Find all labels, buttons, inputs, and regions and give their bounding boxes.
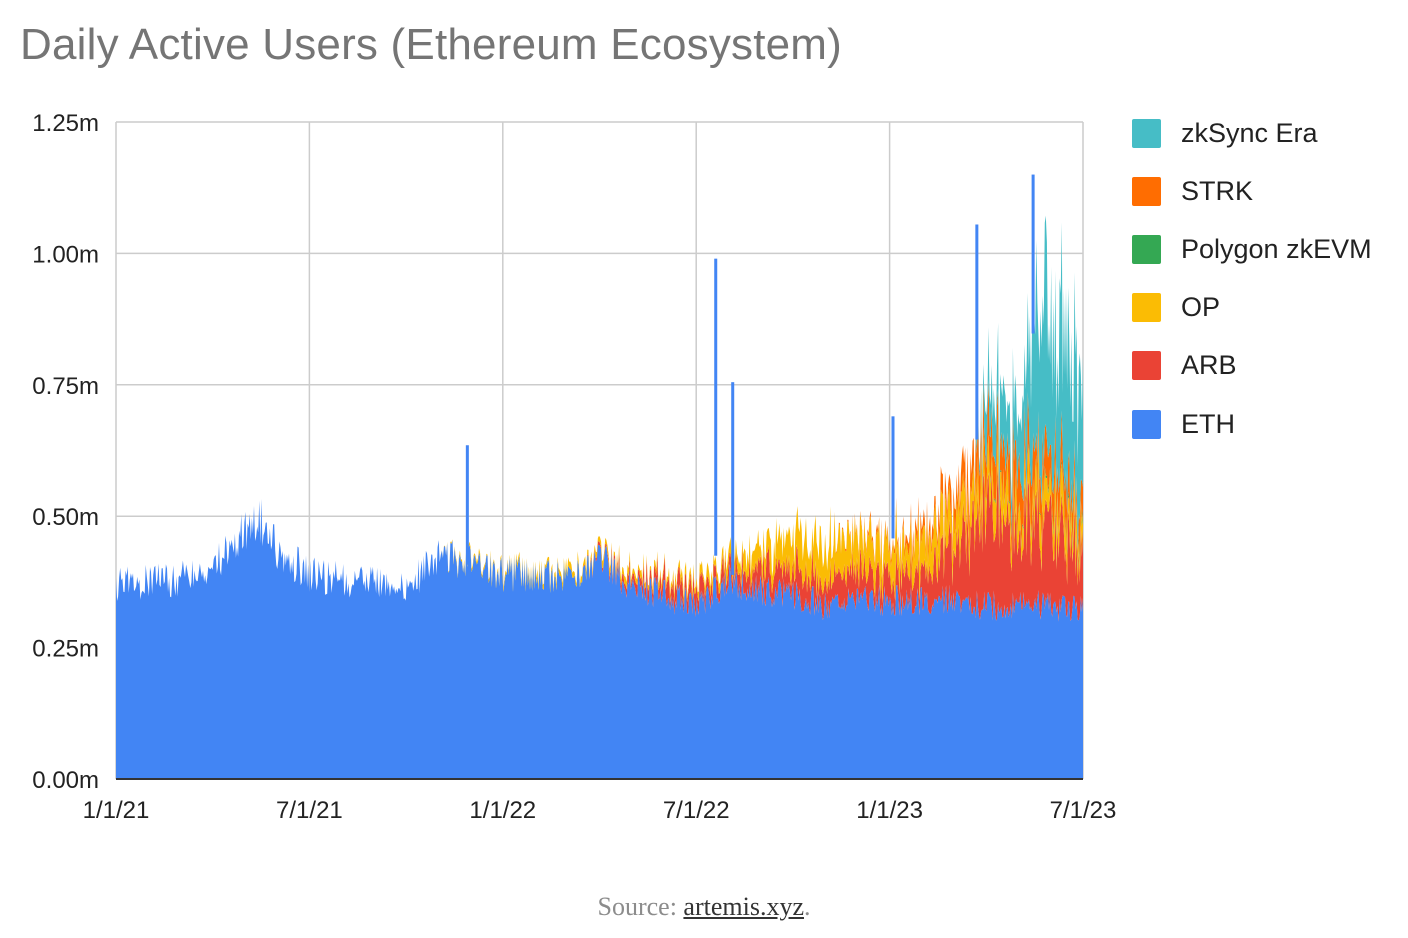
chart-title: Daily Active Users (Ethereum Ecosystem) xyxy=(20,20,843,69)
y-tick-label: 1.25m xyxy=(32,110,99,137)
legend-swatch xyxy=(1132,409,1161,439)
y-tick-label: 0.00m xyxy=(32,767,99,794)
y-tick-label: 0.25m xyxy=(32,636,99,663)
legend-item: OP xyxy=(1132,279,1372,337)
spike-marks xyxy=(465,174,1035,575)
y-tick-label: 1.00m xyxy=(32,241,99,268)
y-tick-label: 0.50m xyxy=(32,504,99,531)
area-eth xyxy=(116,498,1083,779)
spike-mark xyxy=(891,416,895,539)
stacked-area-chart: 0.00m 0.25m 0.50m 0.75m 1.00m 1.25m 1/1/21 7/1/… xyxy=(32,110,1116,824)
source-link[interactable]: artemis.xyz xyxy=(683,892,804,921)
legend-label: OP xyxy=(1181,292,1221,323)
x-tick-label: 7/1/21 xyxy=(276,797,343,824)
x-tick-label: 1/1/22 xyxy=(469,797,536,824)
x-tick-label: 7/1/22 xyxy=(663,797,730,824)
legend-swatch xyxy=(1132,176,1161,206)
spike-mark xyxy=(714,258,718,556)
spike-mark xyxy=(731,382,735,575)
legend-label: STRK xyxy=(1181,175,1254,206)
x-tick-label: 1/1/23 xyxy=(856,797,923,824)
legend-label: Polygon zkEVM xyxy=(1181,233,1372,264)
x-tick-label: 1/1/21 xyxy=(83,797,150,824)
series-areas xyxy=(116,215,1083,779)
spike-mark xyxy=(465,445,469,565)
area-op xyxy=(116,420,1083,605)
legend: zkSync Era STRK Polygon zkEVM OP ARB ETH xyxy=(1132,104,1372,453)
legend-label: ARB xyxy=(1181,350,1237,381)
legend-item: Polygon zkEVM xyxy=(1132,220,1372,278)
spike-mark xyxy=(975,224,979,440)
source-note: Source: artemis.xyz. xyxy=(0,892,1408,922)
legend-label: ETH xyxy=(1181,408,1235,439)
legend-swatch xyxy=(1132,234,1161,264)
y-tick-label: 0.75m xyxy=(32,373,99,400)
legend-label: zkSync Era xyxy=(1181,117,1318,148)
legend-swatch xyxy=(1132,293,1161,323)
tick-labels: 0.00m 0.25m 0.50m 0.75m 1.00m 1.25m 1/1/21 7/1/… xyxy=(32,110,1116,824)
legend-item: STRK xyxy=(1132,162,1372,220)
legend-swatch xyxy=(1132,351,1161,381)
x-tick-label: 7/1/23 xyxy=(1050,797,1117,824)
spike-mark xyxy=(1031,174,1035,334)
legend-item: ETH xyxy=(1132,395,1372,453)
source-prefix: Source: xyxy=(597,892,684,921)
legend-item: zkSync Era xyxy=(1132,104,1372,162)
legend-swatch xyxy=(1132,118,1161,148)
source-suffix: . xyxy=(804,892,811,921)
area-arb xyxy=(116,462,1083,622)
legend-item: ARB xyxy=(1132,337,1372,395)
